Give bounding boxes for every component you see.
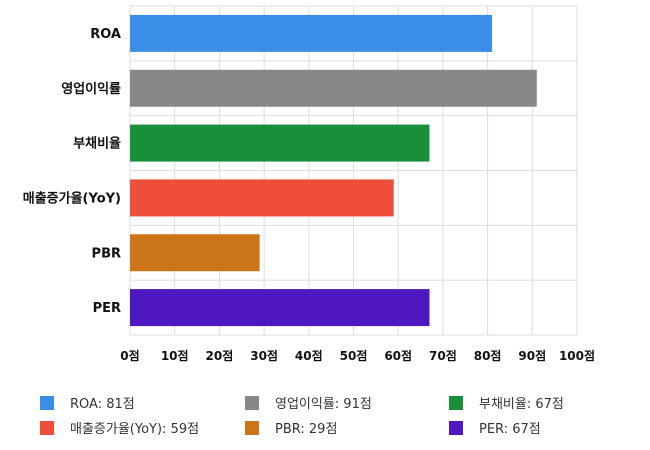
legend-item-4: PBR: 29점 — [245, 418, 337, 437]
legend-label-2: 부채비율: 67점 — [479, 397, 564, 412]
bar-2 — [130, 124, 430, 162]
legend-swatch-4 — [245, 420, 259, 435]
legend-label-1: 영업이익률: 91점 — [275, 397, 372, 412]
category-label-3: 매출증가율(YoY) — [23, 190, 121, 206]
category-label-1: 영업이익률 — [61, 81, 121, 97]
x-tick-label-30: 30점 — [250, 348, 278, 363]
legend-item-1: 영업이익률: 91점 — [245, 393, 372, 412]
x-tick-label-90: 90점 — [518, 348, 546, 363]
x-tick-label-70: 70점 — [429, 348, 457, 363]
x-tick-label-20: 20점 — [206, 348, 234, 363]
grid-lines — [129, 5, 578, 336]
legend-swatch-0 — [40, 395, 54, 410]
legend-label-4: PBR: 29점 — [275, 422, 338, 437]
legend-swatch-3 — [40, 420, 54, 435]
category-label-4: PBR — [92, 246, 121, 261]
legend-label-0: ROA: 81점 — [70, 397, 135, 412]
bar-3 — [130, 179, 394, 217]
category-label-5: PER — [93, 301, 121, 316]
legend-item-0: ROA: 81점 — [40, 393, 135, 412]
legend-item-3: 매출증가율(YoY): 59점 — [40, 418, 199, 437]
category-label-0: ROA — [90, 27, 121, 42]
x-tick-label-100: 100점 — [559, 348, 595, 363]
x-tick-label-80: 80점 — [474, 348, 502, 363]
x-tick-label-0: 0점 — [120, 348, 139, 363]
legend-item-2: 부채비율: 67점 — [449, 393, 564, 412]
legend-swatch-2 — [449, 395, 463, 410]
x-tick-label-60: 60점 — [384, 348, 412, 363]
legend-swatch-1 — [245, 395, 259, 410]
legend-swatch-5 — [449, 420, 463, 435]
x-tick-labels: 0점 10점 20점 30점 40점 50점 60점 70점 80점 90점 100점 — [120, 348, 595, 363]
bar-0 — [130, 14, 493, 52]
bar-4 — [130, 234, 260, 272]
bar-5 — [130, 289, 430, 327]
legend-item-5: PER: 67점 — [449, 418, 541, 437]
legend-label-3: 매출증가율(YoY): 59점 — [70, 422, 200, 437]
x-tick-label-40: 40점 — [295, 348, 323, 363]
legend-label-5: PER: 67점 — [479, 422, 541, 437]
category-label-2: 부채비율 — [73, 136, 121, 152]
bar-1 — [130, 69, 537, 107]
x-tick-label-50: 50점 — [340, 348, 368, 363]
x-tick-label-10: 10점 — [161, 348, 189, 363]
bars — [130, 14, 537, 327]
